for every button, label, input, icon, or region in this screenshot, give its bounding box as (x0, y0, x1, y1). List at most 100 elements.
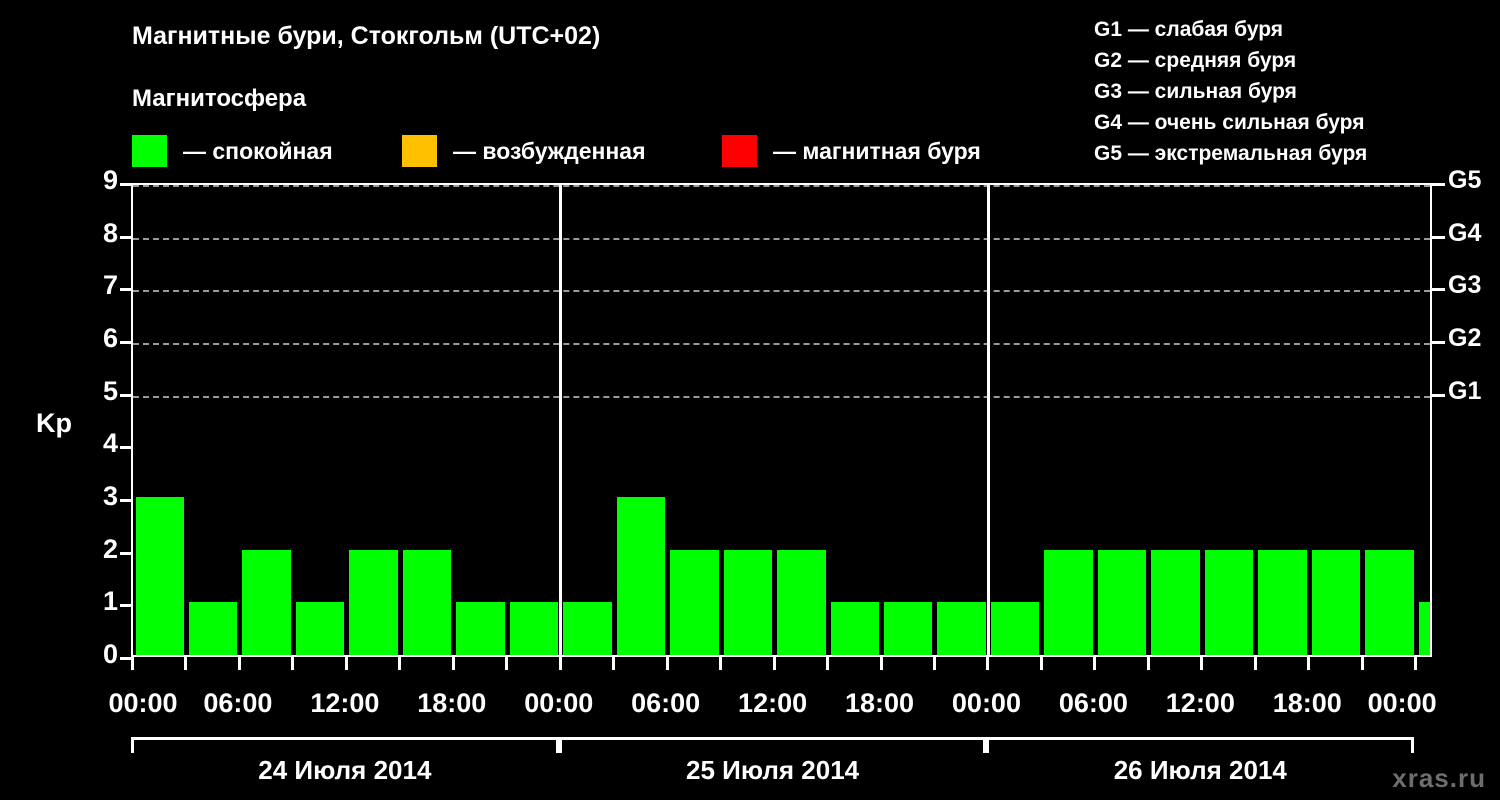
legend-item-label: — спокойная (183, 137, 333, 164)
legend-item-label: — возбужденная (453, 137, 646, 164)
x-tick-label: 12:00 (1165, 688, 1235, 718)
y-tick-mark (120, 499, 131, 502)
g-scale-line: G5 — экстремальная буря (1072, 138, 1492, 169)
page-title: Магнитные бури, Стокгольм (UTC+02) (132, 22, 601, 50)
green-square-icon (132, 135, 167, 167)
x-tick-mark (612, 657, 616, 670)
legend-item: — спокойная (132, 133, 333, 169)
y-tick-label: 2 (102, 533, 118, 564)
bar (616, 497, 666, 655)
day-separator (559, 185, 563, 655)
x-tick-mark (1093, 657, 1097, 670)
y-tick-label: 9 (102, 165, 118, 195)
x-tick-label: 00:00 (524, 688, 594, 718)
g-scale-line: G3 — сильная буря (1072, 76, 1492, 107)
g-axis-tick-mark (1432, 183, 1445, 186)
x-tick-mark (451, 657, 455, 670)
y-axis-label: Kp (36, 408, 72, 438)
day-bracket (558, 737, 987, 753)
bar (777, 549, 826, 655)
legend: — спокойная — возбужденная — магнитная бур… (132, 133, 1052, 169)
y-tick-label: 7 (102, 270, 118, 301)
bar (135, 497, 184, 655)
g-axis-tick-label: G5 (1448, 166, 1482, 194)
g-axis-tick-mark (1432, 341, 1445, 344)
g-axis-tick-label: G1 (1448, 376, 1482, 405)
y-tick-label: 6 (102, 323, 118, 353)
y-tick-mark (120, 288, 131, 292)
x-tick-label: 12:00 (738, 688, 808, 718)
legend-item: — магнитная буря (722, 133, 981, 169)
y-tick-mark (120, 183, 131, 186)
y-tick-label: 5 (102, 375, 118, 406)
g-axis-tick-label: G4 (1448, 218, 1482, 247)
x-tick-mark (1200, 657, 1204, 670)
x-tick-mark (879, 657, 883, 670)
g-scale-line: G1 — слабая буря (1072, 14, 1492, 45)
bar (295, 602, 345, 655)
x-tick-label: 00:00 (108, 688, 178, 718)
bar (1258, 549, 1307, 655)
g-scale-line: G4 — очень сильная буря (1072, 107, 1492, 138)
bar (723, 549, 773, 655)
y-tick-mark (120, 341, 131, 344)
x-tick-mark (826, 657, 830, 670)
bar (990, 602, 1040, 655)
plot-area (131, 183, 1432, 657)
bar (509, 602, 559, 655)
g-axis-tick-label: G3 (1448, 271, 1482, 300)
x-tick-mark (505, 657, 509, 670)
day-caption: 25 Июля 2014 (686, 755, 860, 785)
g-scale-line-label: G5 — экстремальная буря (1094, 142, 1368, 165)
x-tick-label: 06:00 (203, 688, 273, 718)
g-scale-line-label: G2 — средняя буря (1094, 49, 1297, 72)
x-tick-label: 18:00 (1272, 688, 1342, 718)
bar (670, 549, 719, 655)
y-tick-label: 4 (102, 428, 118, 459)
x-tick-mark (558, 657, 562, 670)
red-square-icon (722, 135, 757, 167)
y-tick-label: 3 (102, 481, 118, 511)
x-tick-mark (986, 657, 990, 670)
day-caption: 24 Июля 2014 (258, 755, 432, 785)
x-tick-mark (1146, 657, 1150, 670)
day-caption: 26 Июля 2014 (1113, 755, 1287, 785)
magnetosphere-label: Магнитосфера (132, 85, 307, 112)
x-tick-mark (1039, 657, 1043, 670)
g-axis-tick-mark (1432, 393, 1445, 397)
y-tick-mark (120, 446, 131, 450)
bar (937, 602, 986, 655)
gridline (133, 237, 1430, 240)
x-tick-mark (1253, 657, 1257, 670)
x-tick-mark (398, 657, 402, 670)
x-tick-label: 06:00 (1058, 688, 1128, 718)
x-tick-mark (932, 657, 936, 670)
bar (188, 602, 238, 655)
day-bracket (986, 737, 1415, 753)
g-scale-line-label: G1 — слабая буря (1094, 18, 1284, 41)
bar (349, 549, 398, 655)
bar (1151, 549, 1200, 655)
bar (402, 549, 452, 655)
bar (563, 602, 612, 655)
bar (884, 602, 933, 655)
bar (242, 549, 291, 655)
bar (1418, 602, 1430, 655)
g-axis-tick-mark (1432, 288, 1445, 292)
x-tick-mark (772, 657, 776, 670)
gridline (133, 185, 1430, 187)
bar (1204, 549, 1254, 655)
y-tick-mark (120, 657, 131, 660)
x-tick-mark (665, 657, 669, 670)
bar (1044, 549, 1093, 655)
g-scale-line: G2 — средняя буря (1072, 45, 1492, 76)
x-tick-mark (184, 657, 188, 670)
gridline (133, 290, 1430, 293)
g-axis-tick-mark (1432, 235, 1445, 239)
y-tick-mark (120, 235, 131, 239)
day-separator (986, 185, 990, 655)
x-tick-mark (1414, 657, 1418, 670)
x-tick-mark (131, 657, 134, 670)
x-tick-mark (291, 657, 295, 670)
